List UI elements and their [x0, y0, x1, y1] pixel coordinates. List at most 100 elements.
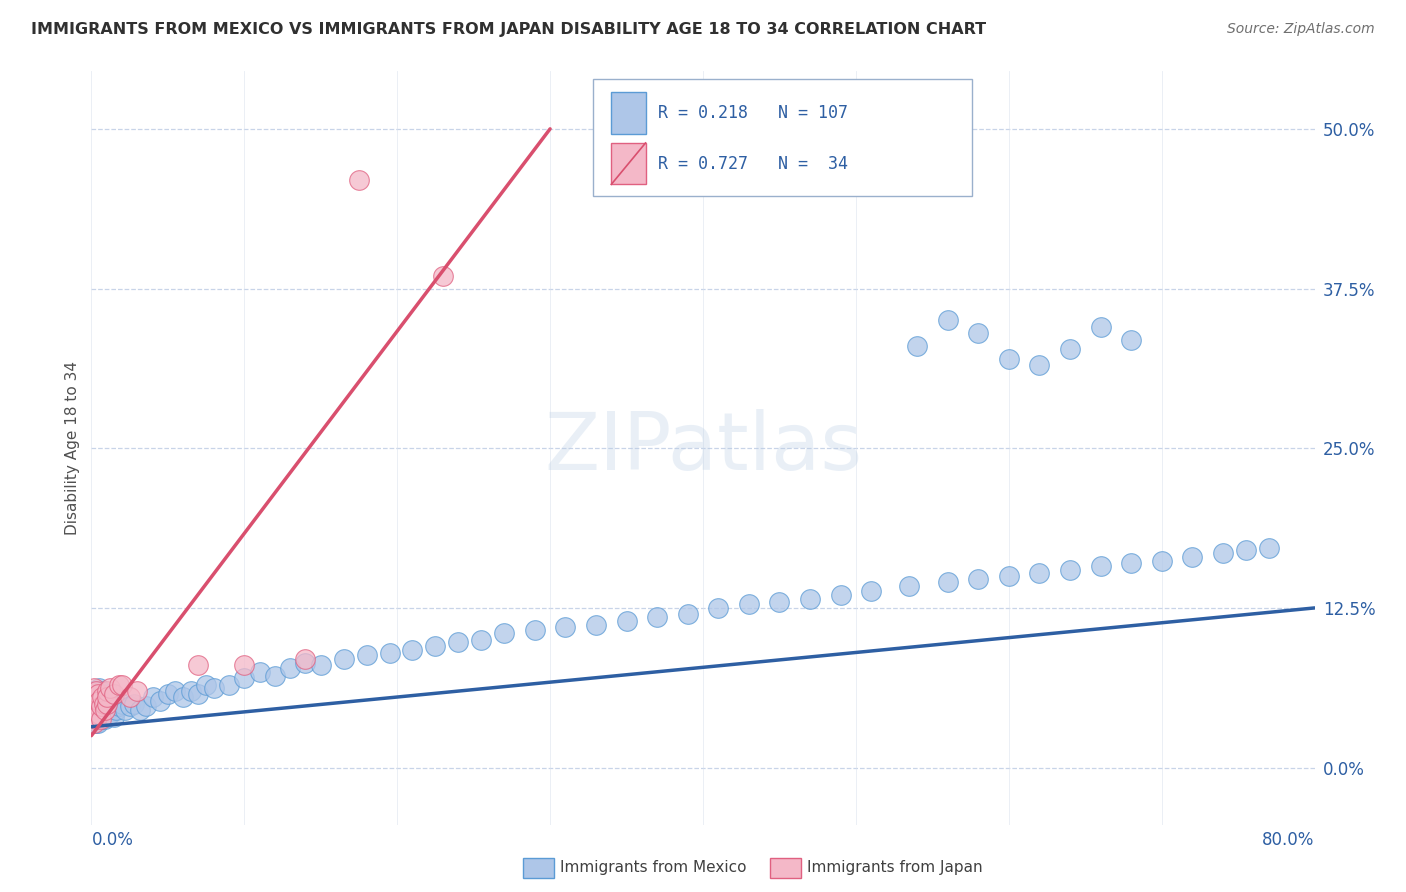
Point: [111, 677, 134, 691]
Point: [84, 712, 107, 726]
Point: [83, 703, 105, 717]
Point: [278, 661, 301, 675]
Point: [103, 686, 125, 700]
Text: R = 0.218   N = 107: R = 0.218 N = 107: [658, 103, 848, 122]
Point: [84, 709, 107, 723]
Point: [84, 697, 107, 711]
Point: [104, 703, 127, 717]
Point: [356, 648, 378, 663]
Point: [96, 697, 118, 711]
Point: [1257, 541, 1279, 555]
Point: [91, 699, 114, 714]
Point: [432, 268, 454, 283]
Point: [87, 706, 110, 721]
Point: [768, 594, 790, 608]
Point: [347, 173, 370, 187]
Point: [108, 677, 131, 691]
Point: [108, 699, 131, 714]
Point: [967, 326, 990, 341]
Point: [84, 690, 107, 705]
Point: [82, 690, 104, 705]
Point: [86, 699, 108, 714]
Point: [86, 686, 108, 700]
Point: [96, 684, 118, 698]
Point: [905, 339, 928, 353]
Point: [82, 709, 104, 723]
Point: [86, 697, 108, 711]
Point: [195, 677, 218, 691]
Point: [100, 699, 122, 714]
Point: [83, 686, 105, 700]
Point: [96, 709, 118, 723]
Point: [97, 703, 120, 717]
Point: [141, 690, 163, 705]
Point: [936, 313, 959, 327]
Point: [401, 643, 423, 657]
Point: [470, 632, 492, 647]
Point: [1234, 543, 1257, 558]
Point: [82, 690, 104, 705]
Point: [90, 712, 112, 726]
Point: [84, 715, 107, 730]
Point: [96, 697, 118, 711]
Point: [83, 703, 105, 717]
Point: [494, 626, 516, 640]
Point: [936, 575, 959, 590]
Point: [799, 592, 821, 607]
Point: [523, 623, 546, 637]
Point: [83, 690, 105, 705]
Point: [122, 697, 145, 711]
Point: [1121, 333, 1143, 347]
Point: [83, 686, 105, 700]
Point: [82, 697, 104, 711]
Point: [998, 351, 1021, 366]
Point: [94, 703, 117, 717]
Text: IMMIGRANTS FROM MEXICO VS IMMIGRANTS FROM JAPAN DISABILITY AGE 18 TO 34 CORRELAT: IMMIGRANTS FROM MEXICO VS IMMIGRANTS FRO…: [31, 22, 986, 37]
Point: [998, 569, 1021, 583]
Point: [233, 658, 256, 673]
Y-axis label: Disability Age 18 to 34: Disability Age 18 to 34: [65, 361, 80, 535]
Point: [111, 697, 134, 711]
Bar: [612, 93, 645, 134]
Point: [127, 684, 149, 698]
Point: [93, 709, 115, 723]
Point: [967, 572, 990, 586]
Point: [86, 715, 108, 730]
Point: [98, 706, 121, 721]
Point: [554, 620, 576, 634]
Point: [86, 684, 108, 698]
Point: [90, 699, 112, 714]
Point: [1121, 556, 1143, 570]
Point: [103, 709, 125, 723]
Point: [87, 690, 110, 705]
Point: [84, 686, 107, 700]
Point: [616, 614, 638, 628]
Point: [94, 699, 117, 714]
Point: [1150, 554, 1173, 568]
Point: [82, 709, 104, 723]
Point: [447, 635, 470, 649]
Point: [1059, 342, 1081, 356]
Point: [87, 699, 110, 714]
Point: [87, 694, 110, 708]
Point: [90, 684, 112, 698]
Point: [84, 703, 107, 717]
Text: 0.0%: 0.0%: [91, 831, 134, 849]
Point: [94, 712, 117, 726]
Point: [84, 699, 107, 714]
Point: [86, 703, 108, 717]
Point: [90, 697, 112, 711]
Point: [91, 690, 114, 705]
Point: [84, 684, 107, 698]
Bar: [612, 143, 645, 185]
Point: [294, 652, 316, 666]
Point: [898, 579, 921, 593]
Point: [93, 697, 115, 711]
Point: [187, 658, 209, 673]
Point: [101, 694, 124, 708]
Point: [249, 665, 271, 679]
Point: [425, 639, 447, 653]
Point: [1212, 546, 1234, 560]
Point: [83, 715, 105, 730]
Point: [135, 699, 157, 714]
